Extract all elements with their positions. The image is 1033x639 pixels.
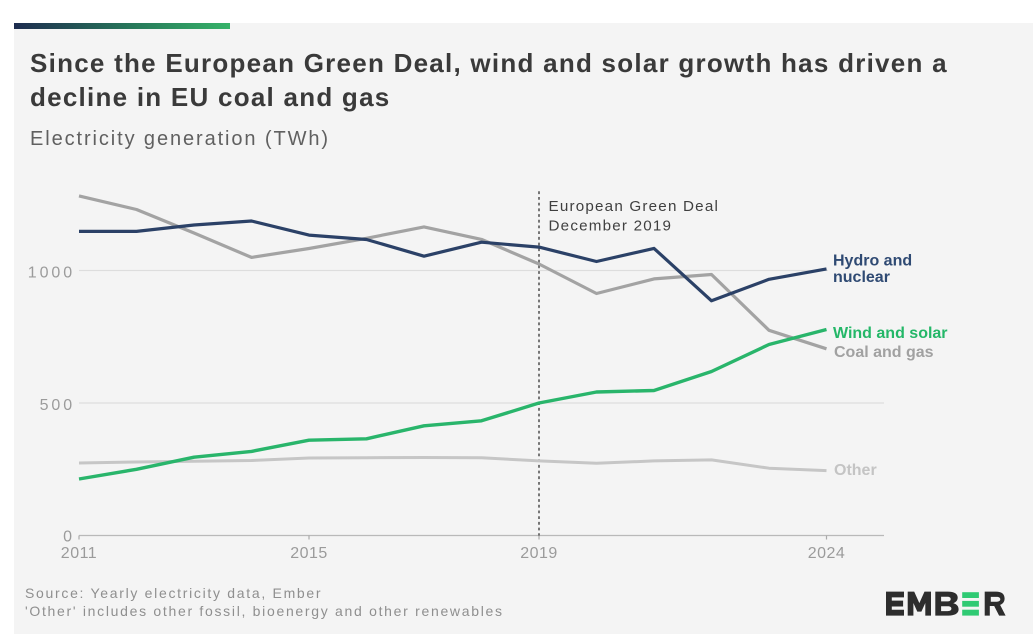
svg-text:nuclear: nuclear	[833, 269, 890, 286]
svg-text:2024: 2024	[808, 545, 846, 562]
svg-text:2011: 2011	[61, 545, 97, 562]
svg-text:Other: Other	[834, 462, 877, 479]
svg-text:2019: 2019	[520, 545, 558, 562]
svg-text:December 2019: December 2019	[549, 217, 673, 234]
svg-text:500: 500	[40, 397, 75, 414]
svg-text:1000: 1000	[28, 264, 75, 281]
svg-text:0: 0	[63, 528, 72, 545]
svg-text:Hydro and: Hydro and	[833, 253, 912, 270]
svg-text:European Green Deal: European Green Deal	[549, 198, 720, 215]
svg-text:2015: 2015	[290, 545, 328, 562]
svg-text:Wind and solar: Wind and solar	[833, 325, 948, 342]
svg-text:Coal and gas: Coal and gas	[834, 344, 934, 361]
